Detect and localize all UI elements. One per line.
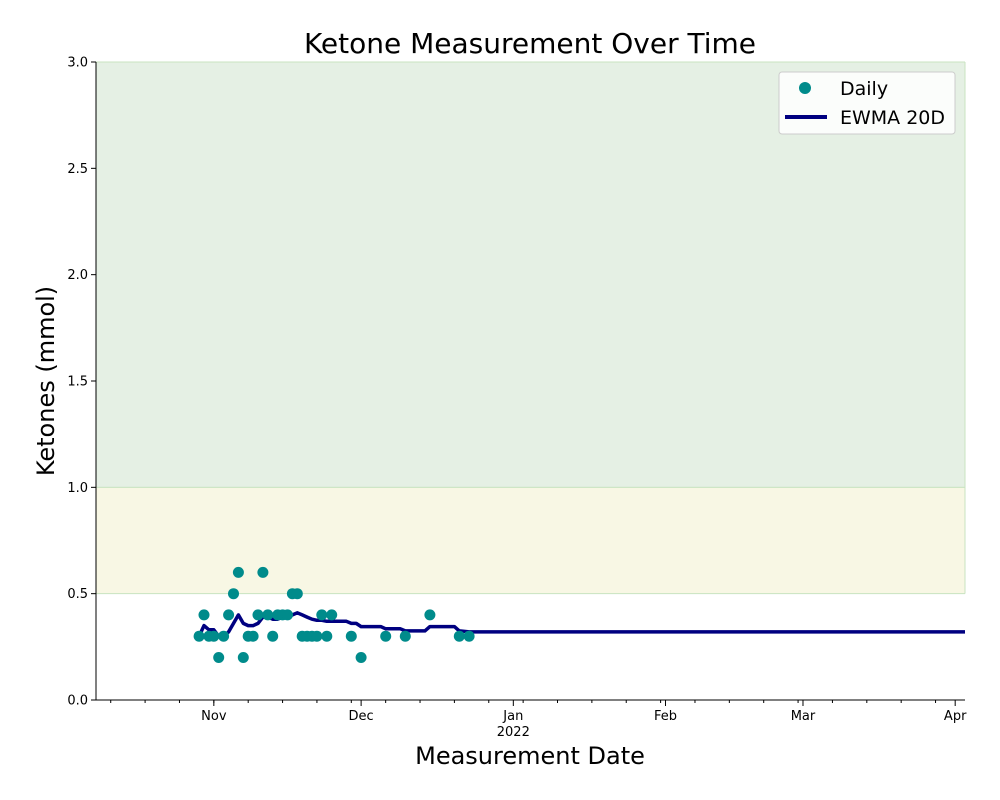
x-tick-year-label: 2022 [497, 725, 530, 740]
daily-point [218, 630, 230, 642]
daily-point [345, 630, 357, 642]
legend-daily-marker [799, 82, 811, 94]
x-axis-label: Measurement Date [415, 742, 645, 770]
daily-point [424, 609, 436, 621]
daily-point [247, 630, 259, 642]
daily-point [291, 588, 303, 600]
daily-point [282, 609, 293, 621]
x-tick-label: Feb [654, 709, 677, 724]
daily-point [316, 609, 328, 621]
x-tick-label: Jan [502, 709, 523, 724]
daily-point [463, 630, 475, 642]
range-band [96, 487, 965, 594]
legend-daily-label: Daily [840, 78, 888, 100]
ewma-line-layer [197, 611, 965, 638]
daily-point [237, 652, 249, 663]
legend: Daily EWMA 20D [778, 71, 956, 135]
daily-point [267, 630, 279, 642]
y-tick-label: 0.0 [67, 694, 88, 709]
y-axis-ticks: 0.0 0.5 1.0 1.5 2.0 2.5 3.0 [67, 56, 96, 709]
chart-title: Ketone Measurement Over Time [304, 27, 756, 60]
daily-point [257, 566, 269, 578]
daily-point [228, 588, 239, 600]
daily-point [380, 630, 392, 642]
daily-point [208, 630, 220, 642]
daily-point [198, 609, 210, 621]
daily-point [193, 630, 205, 642]
y-tick-label: 2.5 [67, 162, 88, 177]
daily-point [399, 630, 411, 642]
x-tick-label: Nov [201, 709, 227, 724]
daily-point [252, 609, 264, 621]
y-tick-label: 0.5 [67, 587, 88, 602]
x-tick-label: Mar [791, 709, 816, 724]
y-tick-label: 3.0 [67, 56, 88, 71]
y-tick-label: 1.0 [67, 481, 88, 496]
ewma-series-line [197, 611, 965, 638]
range-bands [96, 61, 966, 595]
daily-point [262, 609, 274, 621]
legend-ewma-label: EWMA 20D [840, 107, 945, 129]
x-tick-label: Dec [349, 709, 374, 724]
daily-point [223, 609, 235, 621]
daily-point [232, 566, 244, 578]
daily-point [213, 652, 225, 663]
daily-point [453, 630, 465, 642]
y-axis-label: Ketones (mmol) [32, 286, 60, 476]
daily-point [321, 630, 333, 642]
daily-points-layer [193, 566, 475, 663]
x-tick-label: Apr [944, 709, 967, 724]
daily-point [355, 652, 367, 663]
daily-point [326, 609, 338, 621]
daily-point [311, 630, 323, 642]
y-tick-label: 2.0 [67, 268, 88, 283]
y-tick-label: 1.5 [67, 375, 88, 390]
